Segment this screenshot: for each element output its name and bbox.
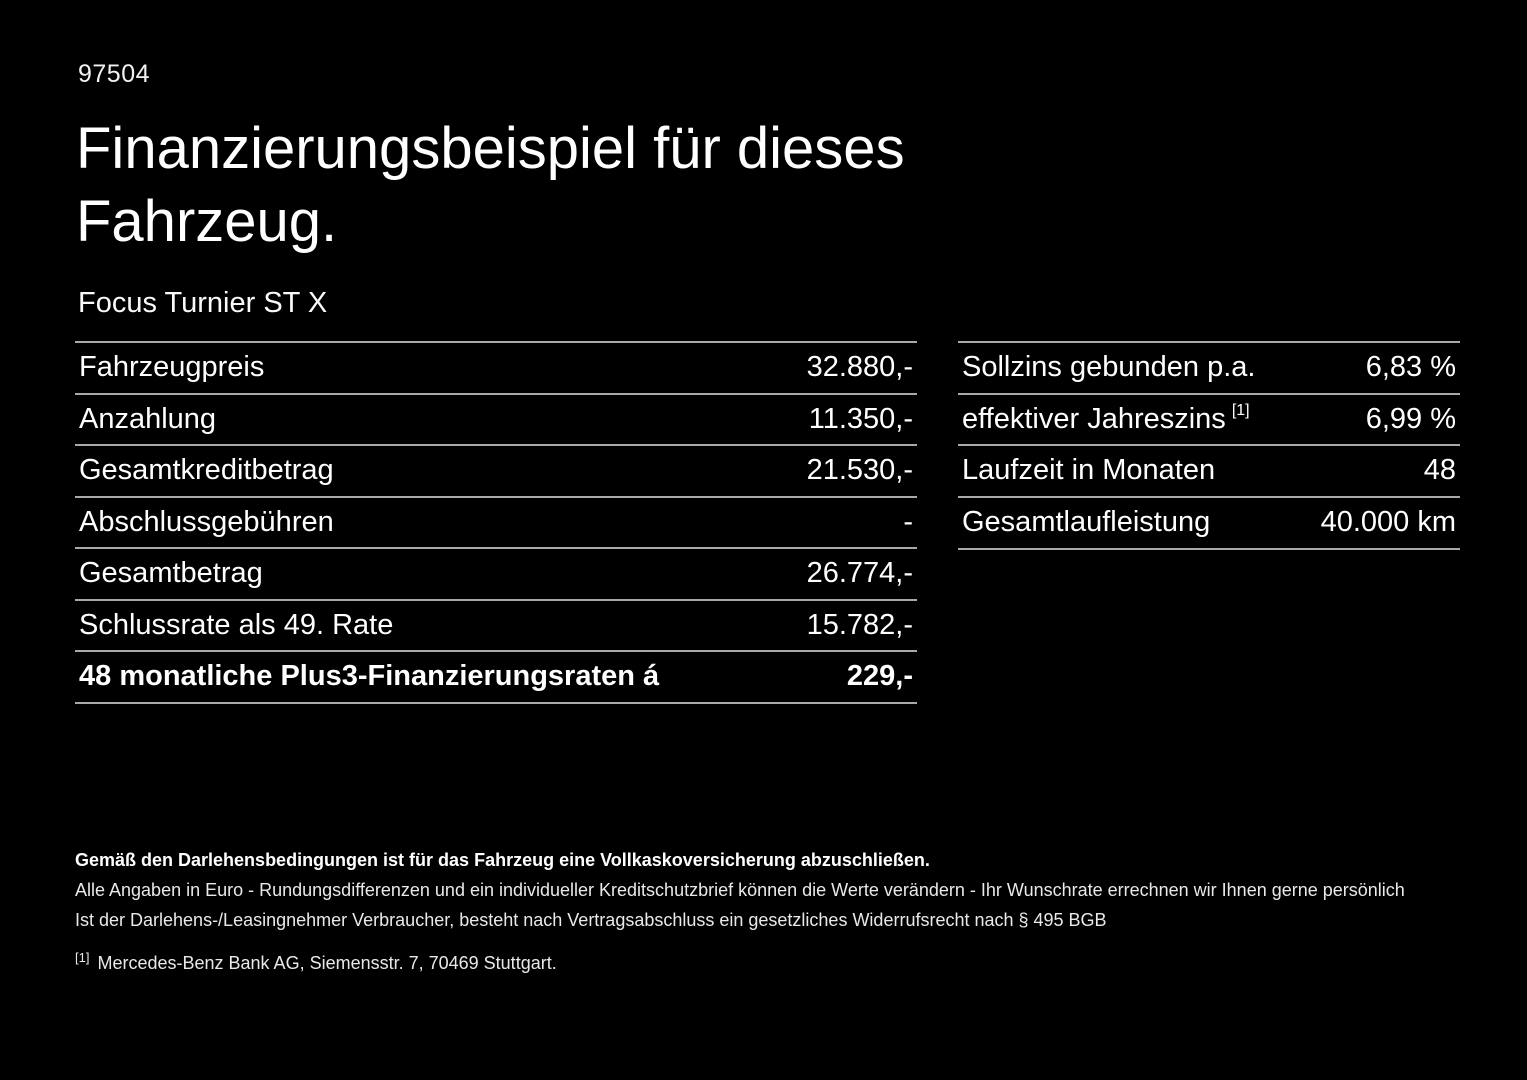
table-row-gesamtbetrag: Gesamtbetrag 26.774,- (75, 547, 917, 599)
row-label: 48 monatliche Plus3-Finanzierungsraten á (79, 660, 660, 693)
vehicle-name: Focus Turnier ST X (78, 287, 328, 319)
financing-table-left: Fahrzeugpreis 32.880,- Anzahlung 11.350,… (75, 341, 917, 704)
row-value: 15.782,- (806, 608, 913, 641)
table-row-anzahlung: Anzahlung 11.350,- (75, 392, 917, 445)
row-label: Sollzins gebunden p.a. (962, 351, 1256, 384)
footnote-disclaimer: Alle Angaben in Euro - Rundungsdifferenz… (75, 880, 1405, 900)
table-row-sollzins: Sollzins gebunden p.a. 6,83 % (958, 341, 1460, 393)
footnotes-block: Gemäß den Darlehensbedingungen ist für d… (75, 845, 1465, 978)
row-label: Schlussrate als 49. Rate (79, 608, 394, 641)
row-label: Anzahlung (79, 402, 217, 435)
table-row-schlussrate: Schlussrate als 49. Rate 15.782,- (75, 598, 917, 651)
table-row-monatsrate: 48 monatliche Plus3-Finanzierungsraten á… (75, 650, 917, 702)
row-value: 32.880,- (806, 351, 913, 384)
footnote-marker: [1] (75, 950, 90, 965)
row-label: Gesamtbetrag (79, 557, 263, 590)
row-value: 6,83 % (1365, 351, 1456, 384)
row-label-text: effektiver Jahreszins (962, 402, 1226, 435)
table-row-fahrzeugpreis: Fahrzeugpreis 32.880,- (75, 341, 917, 393)
row-value: 11.350,- (808, 402, 913, 435)
row-value: 40.000 km (1320, 505, 1456, 538)
row-label: Fahrzeugpreis (79, 351, 265, 384)
table-row-gesamtkreditbetrag: Gesamtkreditbetrag 21.530,- (75, 444, 917, 496)
row-label: Laufzeit in Monaten (962, 454, 1216, 487)
financing-table-right: Sollzins gebunden p.a. 6,83 % effektiver… (958, 341, 1460, 550)
footnote-superscript: [1] (1231, 402, 1250, 420)
footnote-insurance: Gemäß den Darlehensbedingungen ist für d… (75, 850, 930, 870)
document-number: 97504 (78, 60, 151, 88)
row-value: - (903, 505, 913, 538)
footnote-bank-address: Mercedes-Benz Bank AG, Siemensstr. 7, 70… (97, 953, 557, 973)
page-title: Finanzierungsbeispiel für dieses Fahrzeug… (76, 112, 905, 258)
row-value: 21.530,- (806, 454, 913, 487)
row-label: Gesamtkreditbetrag (79, 454, 334, 487)
row-label: Gesamtlaufleistung (962, 505, 1211, 538)
page-title-line2: Fahrzeug. (76, 189, 338, 254)
row-label: Abschlussgebühren (79, 505, 334, 538)
table-row-gesamtlaufleistung: Gesamtlaufleistung 40.000 km (958, 495, 1460, 548)
table-row-abschlussgebuehren: Abschlussgebühren - (75, 495, 917, 548)
page-title-line1: Finanzierungsbeispiel für dieses (76, 116, 905, 181)
table-row-laufzeit: Laufzeit in Monaten 48 (958, 444, 1460, 496)
footnote-reference: [1] Mercedes-Benz Bank AG, Siemensstr. 7,… (75, 943, 1465, 978)
row-value: 229,- (846, 660, 913, 693)
footnote-widerrufsrecht: Ist der Darlehens-/Leasingnehmer Verbrau… (75, 910, 1107, 930)
row-value: 48 (1423, 454, 1456, 487)
row-value: 6,99 % (1365, 402, 1456, 435)
row-label: effektiver Jahreszins [1] (962, 402, 1250, 436)
row-value: 26.774,- (806, 557, 913, 590)
table-row-effektiver-jahreszins: effektiver Jahreszins [1] 6,99 % (958, 392, 1460, 445)
